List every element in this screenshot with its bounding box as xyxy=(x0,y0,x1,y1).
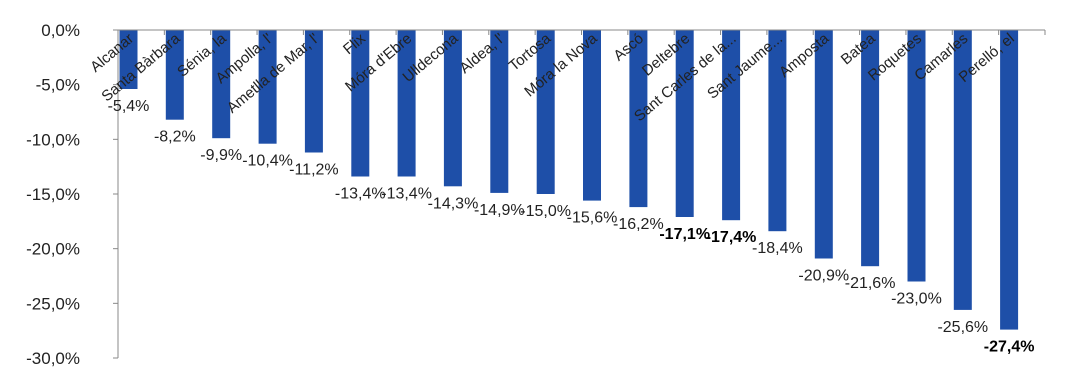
data-label: -21,6% xyxy=(845,275,896,292)
data-label: -16,2% xyxy=(613,216,664,233)
data-label: -8,2% xyxy=(154,129,196,146)
bar xyxy=(212,30,231,139)
bar xyxy=(304,30,323,153)
y-tick-label: -5,0% xyxy=(36,76,80,95)
bar xyxy=(583,30,601,201)
bar xyxy=(397,30,416,177)
data-label: -14,9% xyxy=(474,202,525,219)
bar xyxy=(814,30,833,259)
bars-group xyxy=(119,30,1019,330)
bar xyxy=(1000,30,1019,330)
bar xyxy=(629,30,648,208)
data-label: -15,0% xyxy=(520,203,571,220)
data-label: -14,3% xyxy=(428,195,479,212)
bar xyxy=(907,30,926,282)
bar xyxy=(722,30,741,221)
bar xyxy=(443,30,462,187)
data-label: -20,9% xyxy=(798,268,849,285)
y-tick-label: -25,0% xyxy=(26,294,80,313)
bar xyxy=(119,30,138,89)
data-label: -11,2% xyxy=(289,162,339,179)
data-label: -5,4% xyxy=(108,98,150,115)
data-label: -13,4% xyxy=(335,186,386,203)
data-label: -13,4% xyxy=(381,186,432,203)
data-label: -10,4% xyxy=(242,153,293,170)
data-label: -27,4% xyxy=(984,339,1035,356)
y-tick-label: -10,0% xyxy=(26,130,80,149)
bar xyxy=(490,30,509,193)
bar xyxy=(351,30,370,177)
bar xyxy=(953,30,972,310)
data-label: -25,6% xyxy=(937,319,988,336)
data-label: -18,4% xyxy=(752,240,803,257)
data-label: -23,0% xyxy=(891,291,942,308)
data-label: -17,4% xyxy=(706,229,757,246)
bar xyxy=(258,30,277,144)
y-tick-label: -15,0% xyxy=(26,185,80,204)
bar xyxy=(165,30,184,120)
data-label: -17,1% xyxy=(659,226,710,243)
y-tick-label: 0,0% xyxy=(41,21,80,40)
bar xyxy=(768,30,787,232)
bar xyxy=(675,30,694,217)
bar xyxy=(861,30,880,267)
data-label: -15,6% xyxy=(567,210,618,227)
bar xyxy=(536,30,555,194)
y-tick-label: -20,0% xyxy=(26,240,80,259)
data-label: -9,9% xyxy=(200,147,242,164)
y-tick-label: -30,0% xyxy=(26,349,80,368)
